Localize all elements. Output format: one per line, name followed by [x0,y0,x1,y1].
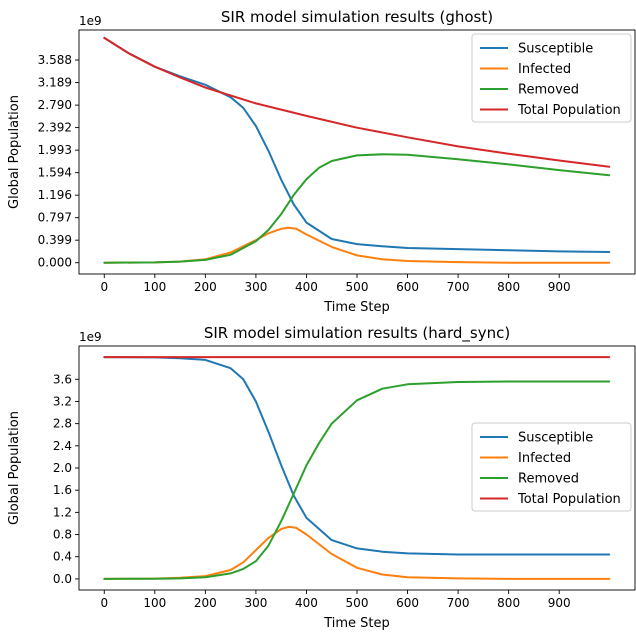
chart1-x-tick-label-2: 200 [194,596,217,610]
chart1-y-tick-label-5: 2.0 [53,461,72,475]
chart0-y-tick-label-8: 3.189 [38,76,72,90]
chart0-y-tick-label-2: 0.797 [38,211,72,225]
chart1-series-2-line [103,380,611,580]
chart0-legend-label-1: Infected [518,62,571,77]
chart0-y-tick-label-0: 0.000 [38,256,72,270]
chart0-legend-box [471,33,632,123]
chart0-y-tick-label-6: 2.392 [38,121,72,135]
chart1-legend-label-3: Total Population [517,492,621,507]
chart1-x-tick-label-1: 100 [143,596,166,610]
chart0-series-3-line [103,36,611,168]
chart1-x-tick-label-8: 800 [497,596,520,610]
chart1-title: SIR model simulation results (hard_sync) [204,324,510,343]
chart1-y-tick-label-7: 2.8 [53,417,72,431]
chart0-x-tick-label-3: 300 [244,280,267,294]
chart1-legend-label-2: Removed [518,472,579,487]
chart0-x-axis-label: Time Step [323,300,390,315]
chart0-x-tick-label-5: 500 [346,280,369,294]
chart1-y-tick-label-6: 2.4 [53,439,72,453]
chart0-legend-label-3: Total Population [517,103,621,118]
chart0-x-tick-label-6: 600 [396,280,419,294]
chart1-y-tick-label-1: 0.4 [53,550,72,564]
chart1-legend-label-1: Infected [518,451,571,466]
chart0-series-0-line [103,36,611,253]
chart1-x-tick-label-4: 400 [295,596,318,610]
chart1-y-tick-label-3: 1.2 [53,505,72,519]
chart1-y-tick-label-9: 3.6 [53,372,72,386]
chart0-x-tick-label-7: 700 [447,280,470,294]
chart1-y-tick-label-2: 0.8 [53,528,72,542]
chart1-y-tick-label-4: 1.6 [53,483,72,497]
chart1-x-tick-label-9: 900 [548,596,571,610]
chart1-y-offset-label: 1e9 [79,330,102,344]
chart1-x-tick-label-0: 0 [100,596,108,610]
chart0-x-tick-label-8: 800 [497,280,520,294]
chart1-y-tick-label-8: 3.2 [53,394,72,408]
chart1-y-tick-label-0: 0.0 [53,572,72,586]
chart-hard-sync: SIR model simulation results (hard_sync)… [7,324,636,631]
chart0-x-tick-label-9: 900 [548,280,571,294]
chart1-series-1-line [103,525,611,580]
chart0-legend-label-0: Susceptible [518,42,593,57]
chart0-x-tick-label-4: 400 [295,280,318,294]
chart-ghost: SIR model simulation results (ghost) 0 100… [7,8,636,315]
chart0-y-tick-label-7: 2.790 [38,98,72,112]
chart1-x-tick-label-3: 300 [244,596,267,610]
chart0-legend-label-2: Removed [518,83,579,98]
chart1-legend-box [471,422,632,512]
chart0-series-1-line [103,226,611,264]
chart0-x-tick-label-2: 200 [194,280,217,294]
chart0-series-2-line [103,153,611,264]
chart0-title: SIR model simulation results (ghost) [221,8,493,26]
chart0-y-tick-label-9: 3.588 [38,53,72,67]
chart1-x-axis-label: Time Step [323,616,390,631]
chart0-y-tick-label-4: 1.594 [38,166,72,180]
chart1-x-tick-label-5: 500 [346,596,369,610]
chart1-legend-label-0: Susceptible [518,431,593,446]
chart0-x-tick-label-0: 0 [100,280,108,294]
chart0-x-tick-label-1: 100 [143,280,166,294]
chart0-y-tick-label-5: 1.993 [38,143,72,157]
chart0-y-tick-label-3: 1.196 [38,188,72,202]
chart0-y-tick-label-1: 0.399 [38,233,72,247]
chart0-y-offset-label: 1e9 [79,14,102,28]
chart1-x-tick-label-7: 700 [447,596,470,610]
chart1-x-tick-label-6: 600 [396,596,419,610]
chart0-y-axis-label: Global Population [7,95,22,209]
chart1-y-axis-label: Global Population [7,411,22,525]
